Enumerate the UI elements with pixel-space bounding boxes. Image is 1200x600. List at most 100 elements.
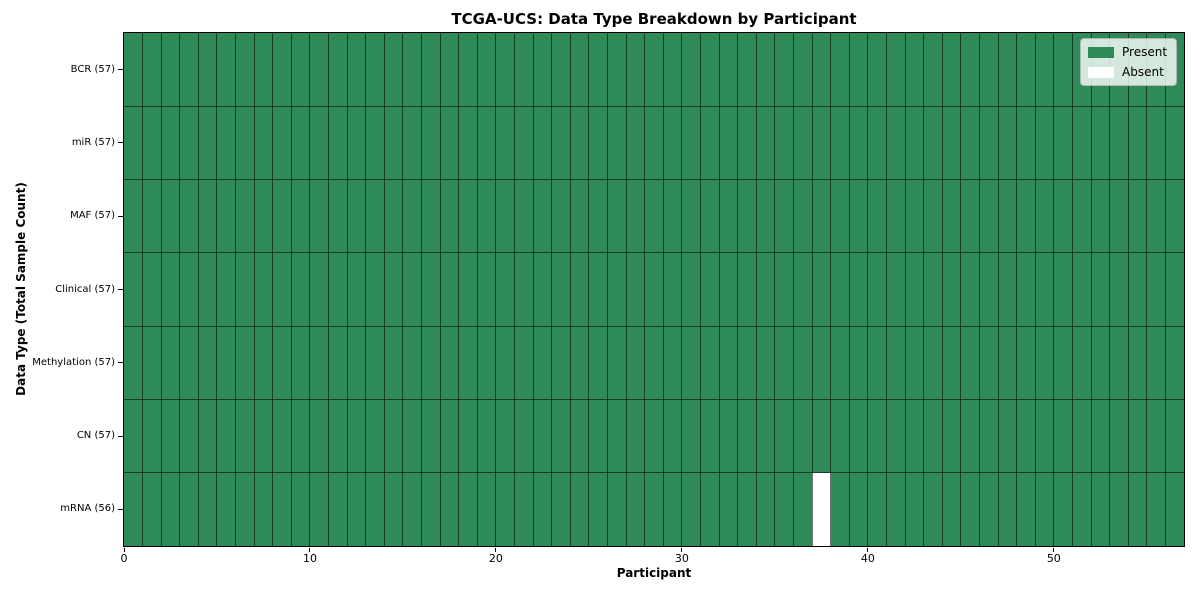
gridline-vertical [1164, 33, 1166, 546]
gridline-horizontal [124, 252, 1184, 254]
gridline-vertical [923, 33, 925, 546]
gridline-vertical [365, 33, 367, 546]
x-tick-mark [1053, 547, 1055, 552]
gridline-horizontal [124, 398, 1184, 400]
gridline-vertical [755, 33, 757, 546]
y-tick-mark [118, 69, 123, 71]
gridline-vertical [216, 33, 218, 546]
gridline-horizontal [124, 325, 1184, 327]
gridline-vertical [588, 33, 590, 546]
gridline-vertical [253, 33, 255, 546]
gridline-vertical [997, 33, 999, 546]
y-tick-mark [118, 289, 123, 290]
gridline-vertical [235, 33, 237, 546]
gridline-vertical [904, 33, 906, 546]
legend: Present Absent [1080, 38, 1178, 86]
gridline-vertical [142, 33, 144, 546]
gridline-vertical [737, 33, 739, 546]
gridline-vertical [1146, 33, 1148, 546]
x-tick-mark [867, 547, 869, 552]
gridline-vertical [1090, 33, 1092, 546]
gridline-vertical [718, 33, 720, 546]
gridline-horizontal [124, 179, 1184, 181]
x-tick-mark [495, 547, 497, 552]
gridline-vertical [569, 33, 571, 546]
gridline-vertical [848, 33, 850, 546]
y-tick-label: mRNA (56) [60, 503, 115, 515]
plot-area [123, 32, 1185, 547]
x-tick-mark [681, 547, 683, 552]
gridline-vertical [1034, 33, 1036, 546]
gridline-vertical [830, 33, 832, 546]
gridline-vertical [309, 33, 311, 546]
x-axis-label: Participant [616, 566, 692, 580]
gridline-horizontal [124, 105, 1184, 107]
gridline-vertical [811, 33, 813, 546]
y-tick-label: Clinical (57) [55, 283, 115, 295]
gridline-vertical [885, 33, 887, 546]
legend-entry-absent: Absent [1088, 65, 1167, 79]
chart-title: TCGA-UCS: Data Type Breakdown by Partici… [451, 10, 857, 28]
gridline-vertical [514, 33, 516, 546]
gridline-vertical [867, 33, 869, 546]
gridline-vertical [439, 33, 441, 546]
x-tick-label: 20 [488, 552, 503, 565]
y-tick-mark [118, 215, 123, 217]
gridline-vertical [699, 33, 701, 546]
x-tick-mark [309, 547, 311, 552]
gridline-vertical [792, 33, 794, 546]
gridline-vertical [960, 33, 962, 546]
gridline-vertical [774, 33, 776, 546]
gridline-vertical [1016, 33, 1018, 546]
gridline-vertical [1071, 33, 1073, 546]
x-tick-label: 0 [120, 552, 128, 565]
heatmap-cell-absent [812, 472, 831, 546]
gridline-vertical [160, 33, 162, 546]
gridline-vertical [1127, 33, 1129, 546]
gridline-vertical [383, 33, 385, 546]
gridline-vertical [1053, 33, 1055, 546]
gridline-vertical [662, 33, 664, 546]
gridline-vertical [625, 33, 627, 546]
y-tick-label: MAF (57) [70, 210, 115, 222]
gridline-vertical [476, 33, 478, 546]
legend-swatch-absent-icon [1088, 66, 1114, 78]
gridline-vertical [681, 33, 683, 546]
y-tick-label: miR (57) [71, 136, 115, 148]
gridline-vertical [941, 33, 943, 546]
gridline-vertical [197, 33, 199, 546]
y-tick-mark [118, 362, 123, 364]
x-tick-label: 50 [1046, 552, 1061, 565]
gridline-vertical [402, 33, 404, 546]
gridline-vertical [290, 33, 292, 546]
gridline-vertical [458, 33, 460, 546]
gridline-vertical [179, 33, 181, 546]
legend-label-absent: Absent [1122, 65, 1164, 79]
y-tick-mark [118, 508, 123, 510]
y-tick-label: CN (57) [76, 430, 115, 442]
y-tick-label: Methylation (57) [32, 356, 115, 368]
x-tick-label: 40 [860, 552, 875, 565]
gridline-vertical [551, 33, 553, 546]
legend-swatch-present-icon [1088, 46, 1114, 58]
gridline-vertical [328, 33, 330, 546]
x-tick-label: 10 [302, 552, 317, 565]
gridline-vertical [272, 33, 274, 546]
legend-label-present: Present [1122, 45, 1168, 59]
gridline-vertical [532, 33, 534, 546]
gridline-vertical [978, 33, 980, 546]
gridline-vertical [421, 33, 423, 546]
legend-entry-present: Present [1088, 45, 1167, 59]
y-tick-mark [118, 435, 123, 437]
y-tick-label: BCR (57) [70, 63, 115, 75]
y-tick-mark [118, 142, 123, 144]
gridline-vertical [607, 33, 608, 546]
x-tick-mark [123, 547, 125, 552]
gridline-vertical [346, 33, 348, 546]
x-tick-label: 30 [674, 552, 689, 565]
gridline-vertical [495, 33, 497, 546]
gridline-vertical [644, 33, 646, 546]
gridline-horizontal [124, 472, 1184, 474]
gridline-vertical [1109, 33, 1111, 546]
